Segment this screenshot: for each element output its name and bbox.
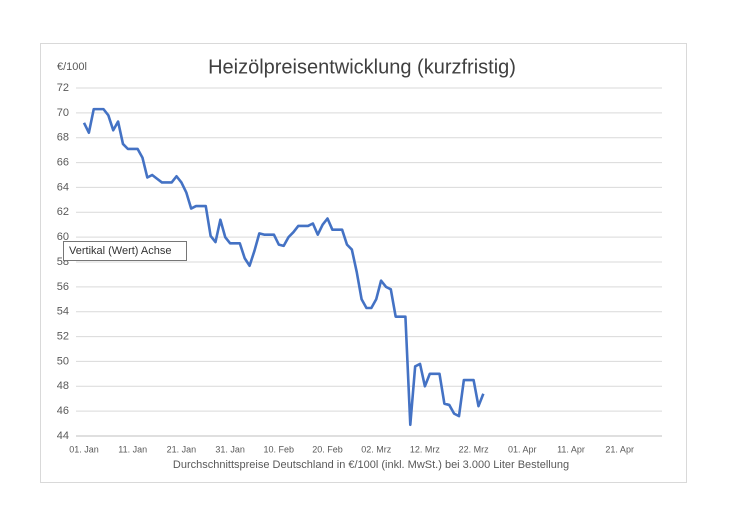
x-tick-label: 02. Mrz bbox=[361, 444, 392, 454]
x-tick-label: 11. Jan bbox=[118, 444, 147, 454]
chart-title: Heizölpreisentwicklung (kurzfristig) bbox=[208, 56, 516, 78]
y-tick-label: 64 bbox=[57, 181, 69, 193]
y-tick-label: 50 bbox=[57, 355, 69, 367]
y-tick-label: 70 bbox=[57, 107, 69, 119]
tooltip: Vertikal (Wert) Achse bbox=[69, 245, 172, 257]
x-tick-label: 12. Mrz bbox=[410, 444, 441, 454]
y-tick-label: 44 bbox=[57, 430, 69, 442]
y-tick-label: 52 bbox=[57, 330, 69, 342]
x-tick-label: 21. Apr bbox=[605, 444, 634, 454]
x-tick-label: 20. Feb bbox=[312, 444, 343, 454]
y-tick-label: 60 bbox=[57, 231, 69, 243]
y-tick-label: 72 bbox=[57, 82, 69, 94]
y-tick-label: 48 bbox=[57, 380, 69, 392]
x-tick-label: 01. Jan bbox=[69, 444, 99, 454]
y-tick-label: 68 bbox=[57, 132, 69, 144]
x-axis-label: Durchschnittspreise Deutschland in €/100… bbox=[173, 459, 569, 471]
price-line bbox=[82, 107, 485, 427]
x-tick-label: 21. Jan bbox=[167, 444, 197, 454]
y-tick-label: 66 bbox=[57, 156, 69, 168]
x-tick-label: 01. Apr bbox=[508, 444, 537, 454]
x-tick-label: 22. Mrz bbox=[459, 444, 490, 454]
y-tick-label: 54 bbox=[57, 306, 69, 318]
tooltip-box bbox=[63, 241, 187, 261]
x-tick-label: 10. Feb bbox=[264, 444, 295, 454]
x-tick-label: 31. Jan bbox=[215, 444, 245, 454]
chart-area bbox=[40, 43, 687, 483]
y-tick-label: 56 bbox=[57, 281, 69, 293]
y-tick-label: 46 bbox=[57, 405, 69, 417]
x-tick-label: 11. Apr bbox=[557, 444, 585, 454]
y-axis-label: €/100l bbox=[57, 61, 87, 73]
y-tick-label: 62 bbox=[57, 206, 69, 218]
